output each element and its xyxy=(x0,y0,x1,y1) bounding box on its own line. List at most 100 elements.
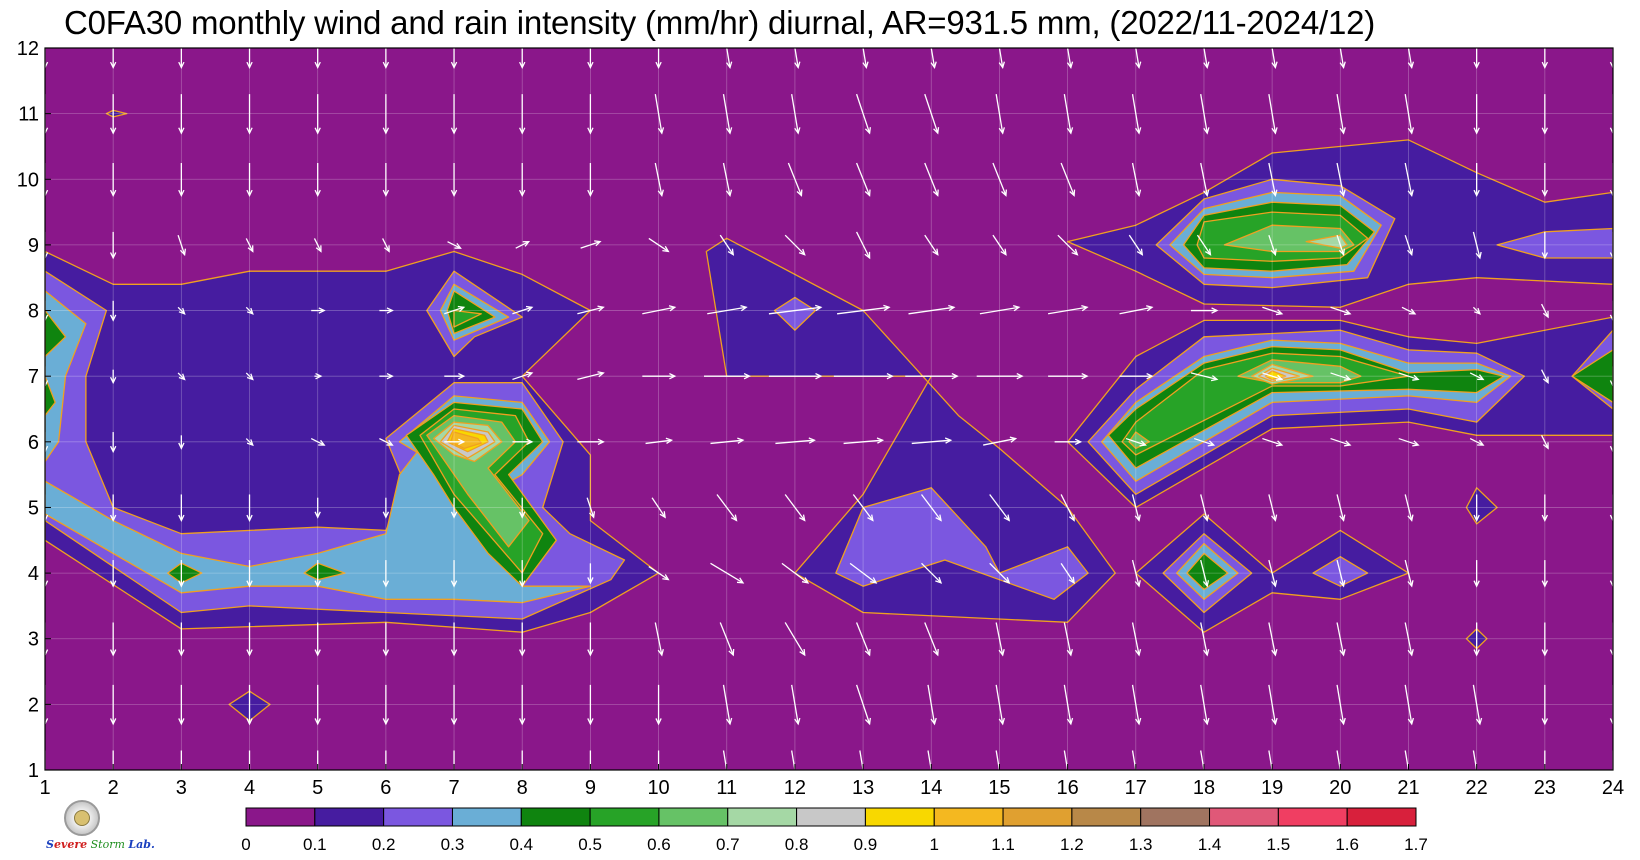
wind-arrow xyxy=(1401,306,1417,315)
wind-arrow xyxy=(989,562,1011,584)
contour-0.4-region-0 xyxy=(45,309,67,358)
wind-arrow xyxy=(177,234,187,257)
contour-0.1-region-8 xyxy=(105,109,128,118)
wind-arrow xyxy=(781,562,810,584)
wind-arrow xyxy=(317,750,319,770)
wind-arrow xyxy=(1540,303,1549,319)
wind-arrow xyxy=(1473,94,1480,135)
wind-arrow xyxy=(450,684,458,726)
wind-arrow xyxy=(177,306,186,315)
wind-arrow xyxy=(645,437,674,445)
wind-arrow xyxy=(855,622,871,657)
colorbar-swatch xyxy=(1140,807,1211,827)
y-tick-label: 6 xyxy=(28,432,39,454)
wind-arrow xyxy=(1200,162,1210,197)
wind-arrow xyxy=(768,372,823,380)
wind-arrow xyxy=(976,372,1024,380)
wind-arrow xyxy=(833,372,894,380)
wind-arrow xyxy=(1330,437,1352,447)
wind-arrow xyxy=(1336,622,1346,657)
wind-arrow xyxy=(654,162,664,197)
x-tick-label: 1 xyxy=(39,777,50,799)
x-tick-label: 10 xyxy=(647,777,669,799)
wind-arrow xyxy=(1200,684,1210,726)
wind-arrow xyxy=(519,560,526,588)
colorbar-swatch xyxy=(933,807,1004,827)
wind-arrow xyxy=(924,234,939,256)
colorbar-label: 1.3 xyxy=(1129,835,1153,854)
wind-arrow xyxy=(1404,750,1410,770)
wind-arrow xyxy=(1541,48,1549,69)
wind-arrow xyxy=(248,750,251,770)
wind-arrow xyxy=(178,435,185,450)
wind-arrow xyxy=(385,750,387,770)
wind-arrow xyxy=(45,432,49,454)
wind-arrow xyxy=(1404,494,1414,522)
wind-arrow xyxy=(655,48,662,69)
wind-arrow xyxy=(1200,94,1210,135)
x-tick-label: 9 xyxy=(585,777,596,799)
wind-arrow xyxy=(1271,48,1278,69)
x-tick-label: 23 xyxy=(1534,777,1556,799)
wind-arrow xyxy=(852,494,874,522)
wind-arrow xyxy=(1190,307,1219,314)
wind-arrow xyxy=(648,237,670,253)
x-tick-label: 7 xyxy=(448,777,459,799)
wind-arrow xyxy=(1541,622,1549,657)
wind-arrow xyxy=(1469,437,1485,446)
wind-arrow xyxy=(310,437,326,446)
wind-arrow xyxy=(379,437,394,446)
wind-arrow xyxy=(519,94,526,135)
wind-arrow xyxy=(178,622,185,657)
wind-arrow xyxy=(927,750,932,770)
wind-arrow xyxy=(246,94,253,135)
wind-arrow xyxy=(995,750,1001,770)
colorbar-swatch xyxy=(520,807,591,827)
wind-arrow xyxy=(1262,372,1284,381)
wind-arrow xyxy=(719,234,735,256)
wind-arrow xyxy=(1398,372,1420,381)
wind-arrow xyxy=(109,622,117,657)
colorbar-swatch xyxy=(1209,807,1279,827)
wind-arrow xyxy=(787,162,803,197)
wind-arrow xyxy=(109,300,117,322)
wind-arrow xyxy=(1609,494,1613,522)
wind-arrow xyxy=(1054,438,1083,446)
wind-arrow xyxy=(1060,494,1075,522)
colorbar-label: 0.2 xyxy=(372,835,396,854)
wind-arrow xyxy=(1609,622,1613,657)
wind-arrow xyxy=(995,94,1005,135)
wind-arrow xyxy=(1268,559,1278,588)
wind-arrow xyxy=(178,163,185,198)
x-tick-label: 6 xyxy=(380,777,391,799)
x-tick-label: 8 xyxy=(517,777,528,799)
wind-arrow xyxy=(1048,304,1089,315)
wind-arrow xyxy=(1063,622,1073,657)
y-tick-label: 8 xyxy=(28,301,39,323)
wind-arrow xyxy=(1609,560,1613,588)
wind-arrow xyxy=(1336,162,1346,197)
wind-arrow xyxy=(1473,48,1480,69)
wind-arrow xyxy=(1404,622,1414,657)
wind-arrow xyxy=(1472,750,1478,770)
wind-arrow xyxy=(1404,234,1414,257)
wind-arrow xyxy=(577,371,605,381)
wind-arrow xyxy=(1131,559,1141,588)
wind-arrow xyxy=(843,437,885,445)
x-tick-label: 4 xyxy=(244,777,255,799)
wind-arrow xyxy=(447,241,462,249)
wind-arrow xyxy=(1609,366,1613,388)
wind-arrow xyxy=(580,240,602,249)
wind-arrow xyxy=(246,494,253,522)
wind-arrow xyxy=(314,622,321,657)
wind-arrow xyxy=(924,162,939,197)
wind-arrow xyxy=(1131,622,1142,657)
wind-arrow xyxy=(1541,94,1549,135)
wind-arrow xyxy=(710,562,745,584)
wind-arrow xyxy=(1473,163,1480,198)
wind-arrow xyxy=(515,240,531,249)
wind-arrow xyxy=(1404,162,1414,197)
wind-arrow xyxy=(1336,234,1345,257)
wind-arrow xyxy=(995,684,1005,726)
contour-0.5-region-1 xyxy=(453,309,482,328)
